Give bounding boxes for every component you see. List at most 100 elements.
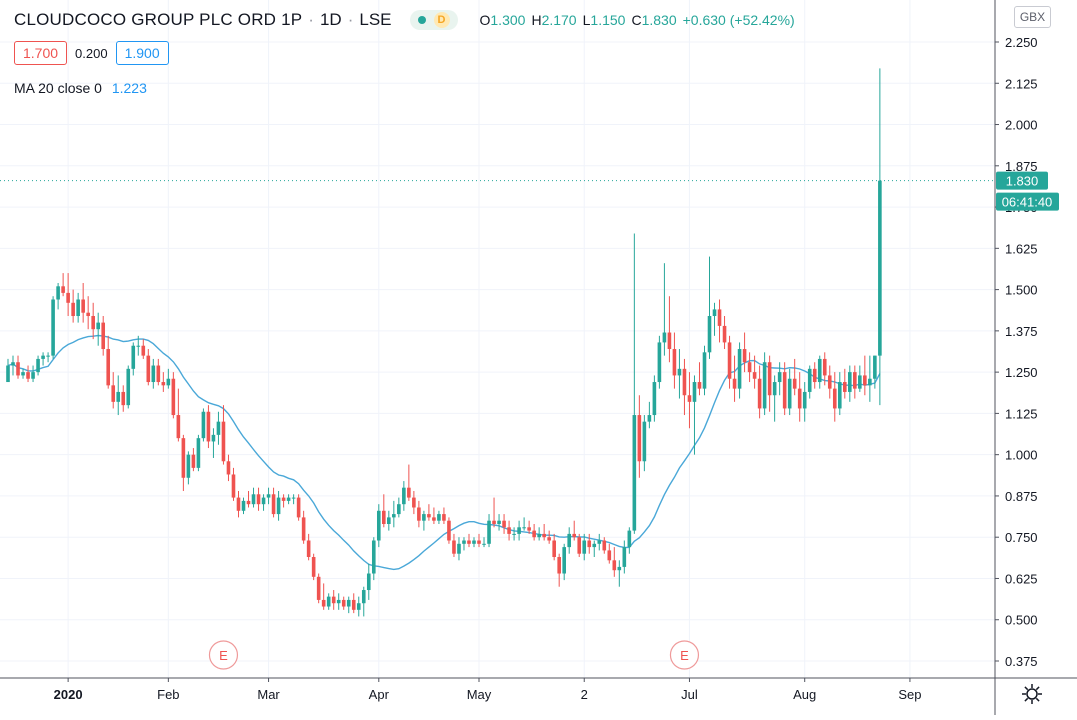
candle[interactable] xyxy=(667,296,672,363)
candle[interactable] xyxy=(121,385,126,412)
earnings-event-marker[interactable]: E xyxy=(208,640,239,670)
candle[interactable] xyxy=(236,490,241,518)
candle[interactable] xyxy=(61,273,65,297)
candle[interactable] xyxy=(787,368,792,416)
indicator-legend[interactable]: MA 20 close 0 1.223 xyxy=(14,80,147,96)
candle[interactable] xyxy=(742,332,747,373)
candle[interactable] xyxy=(321,583,326,610)
candle[interactable] xyxy=(832,372,837,422)
candle[interactable] xyxy=(427,504,431,521)
candle[interactable] xyxy=(627,527,632,554)
candle[interactable] xyxy=(522,517,526,531)
candle[interactable] xyxy=(517,520,521,541)
candle[interactable] xyxy=(432,507,436,524)
candle[interactable] xyxy=(687,372,692,429)
candle[interactable] xyxy=(226,454,231,482)
candle[interactable] xyxy=(382,494,386,528)
candle[interactable] xyxy=(868,355,872,402)
candle[interactable] xyxy=(371,537,376,581)
candle[interactable] xyxy=(652,375,657,422)
candle[interactable] xyxy=(196,434,201,472)
candle[interactable] xyxy=(817,355,822,389)
candle[interactable] xyxy=(276,490,281,521)
candle[interactable] xyxy=(21,368,25,379)
candle[interactable] xyxy=(266,487,271,505)
candle[interactable] xyxy=(221,405,226,465)
candle[interactable] xyxy=(201,408,206,442)
candle[interactable] xyxy=(106,335,111,389)
candle[interactable] xyxy=(271,487,276,518)
candle[interactable] xyxy=(732,355,737,402)
candle[interactable] xyxy=(772,375,777,422)
candle[interactable] xyxy=(792,358,797,396)
candle[interactable] xyxy=(878,68,882,406)
candle[interactable] xyxy=(46,352,50,363)
candle[interactable] xyxy=(727,335,732,389)
candle[interactable] xyxy=(286,494,291,505)
candle[interactable] xyxy=(602,537,607,554)
candle[interactable] xyxy=(356,596,361,617)
candle[interactable] xyxy=(171,372,176,419)
candle[interactable] xyxy=(617,560,622,587)
candle[interactable] xyxy=(331,590,336,610)
candle[interactable] xyxy=(452,533,456,558)
candle[interactable] xyxy=(146,349,151,386)
candle[interactable] xyxy=(497,514,501,531)
candle[interactable] xyxy=(637,395,642,478)
candle[interactable] xyxy=(672,332,677,389)
candle[interactable] xyxy=(657,335,662,389)
candle[interactable] xyxy=(51,296,55,359)
candle[interactable] xyxy=(56,282,60,310)
candle[interactable] xyxy=(797,372,802,422)
candle[interactable] xyxy=(442,507,446,524)
candle[interactable] xyxy=(101,316,106,356)
candle[interactable] xyxy=(206,405,211,449)
candle[interactable] xyxy=(36,355,40,376)
candle[interactable] xyxy=(351,593,356,614)
candle[interactable] xyxy=(577,533,582,558)
candle[interactable] xyxy=(717,299,722,343)
candle[interactable] xyxy=(467,533,471,548)
candle[interactable] xyxy=(86,296,90,330)
candle[interactable] xyxy=(707,256,712,359)
candle[interactable] xyxy=(482,537,486,548)
candle[interactable] xyxy=(572,520,577,541)
candle[interactable] xyxy=(642,415,647,472)
candle[interactable] xyxy=(311,553,316,581)
candle[interactable] xyxy=(692,375,697,455)
candle[interactable] xyxy=(722,316,727,350)
candle[interactable] xyxy=(361,586,366,617)
candle[interactable] xyxy=(842,368,847,399)
market-status-badge[interactable]: D xyxy=(409,10,458,30)
candle[interactable] xyxy=(747,352,752,383)
candle[interactable] xyxy=(136,335,141,356)
candle[interactable] xyxy=(697,362,702,396)
ask-box[interactable]: 1.900 xyxy=(115,41,169,65)
candle[interactable] xyxy=(827,365,832,399)
candle[interactable] xyxy=(231,467,236,501)
candle[interactable] xyxy=(191,448,196,472)
candle[interactable] xyxy=(346,596,351,614)
candle[interactable] xyxy=(447,517,451,544)
candle[interactable] xyxy=(26,365,30,383)
candle[interactable] xyxy=(66,273,70,317)
candle[interactable] xyxy=(622,540,627,574)
candle[interactable] xyxy=(512,527,516,541)
candle[interactable] xyxy=(186,451,191,485)
candle[interactable] xyxy=(853,365,857,399)
candle[interactable] xyxy=(76,292,80,323)
candle[interactable] xyxy=(582,533,587,561)
candle[interactable] xyxy=(752,355,757,389)
candle[interactable] xyxy=(812,362,817,389)
candle[interactable] xyxy=(757,365,762,419)
candle[interactable] xyxy=(31,365,35,383)
candle[interactable] xyxy=(557,553,561,587)
candle[interactable] xyxy=(407,464,411,501)
candle[interactable] xyxy=(6,358,10,383)
candle[interactable] xyxy=(41,352,45,366)
earnings-event-marker[interactable]: E xyxy=(669,640,700,670)
candle[interactable] xyxy=(96,312,100,346)
gear-icon[interactable] xyxy=(1020,682,1044,706)
